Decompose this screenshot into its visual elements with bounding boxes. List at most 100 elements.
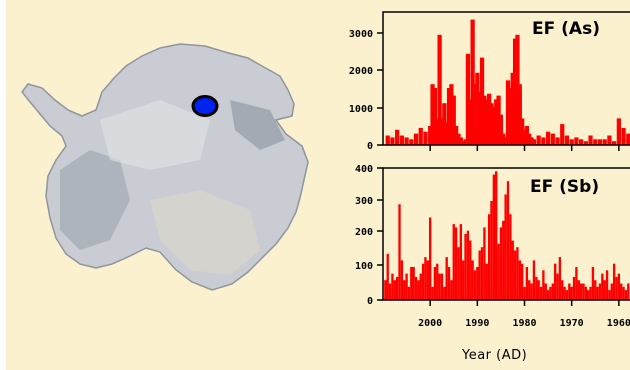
- bar-as: [465, 53, 471, 145]
- y-tick-label-as: 0: [367, 141, 373, 152]
- bar-as: [399, 135, 404, 145]
- bar-sb: [476, 267, 479, 300]
- bar-sb: [504, 194, 507, 300]
- bar-sb: [617, 273, 621, 300]
- bar-sb: [584, 286, 588, 300]
- bar-sb: [398, 204, 401, 300]
- bar-sb: [464, 234, 467, 300]
- bar-as: [555, 137, 560, 145]
- bar-as: [418, 127, 423, 145]
- bar-sb: [601, 273, 604, 300]
- bar-sb: [577, 280, 580, 300]
- bar-sb: [412, 267, 415, 300]
- bar-as: [524, 126, 529, 145]
- bar-as: [508, 88, 513, 145]
- bar-as: [489, 103, 494, 145]
- bar-sb: [459, 224, 463, 300]
- bar-as: [491, 107, 496, 145]
- bar-sb: [565, 290, 569, 300]
- bar-as: [597, 139, 603, 145]
- bar-as: [503, 137, 508, 145]
- bar-sb: [598, 283, 602, 300]
- panel-frame-sb: [382, 167, 630, 301]
- bar-sb: [509, 214, 512, 300]
- bar-sb: [589, 286, 592, 300]
- bar-as: [395, 129, 400, 145]
- bar-as: [442, 103, 447, 145]
- bar-as: [413, 133, 419, 145]
- bar-sb: [478, 250, 481, 300]
- bar-sb: [419, 273, 422, 300]
- bar-sb: [544, 283, 547, 300]
- bar-sb: [591, 267, 595, 300]
- bar-sb: [443, 286, 446, 300]
- bar-as: [444, 122, 449, 145]
- bar-sb: [499, 227, 503, 300]
- bar-as: [449, 84, 454, 145]
- bar-sb: [393, 280, 396, 300]
- x-tick-label: 1960: [607, 318, 630, 329]
- bar-as: [409, 139, 414, 145]
- series-label-as: EF (As): [532, 19, 600, 39]
- ice-shading-ridge: [100, 100, 210, 170]
- bar-sb: [469, 240, 472, 300]
- bar-as: [512, 38, 518, 145]
- bar-sb: [520, 263, 524, 300]
- bar-sb: [539, 286, 543, 300]
- y-tick-label-sb: 100: [355, 261, 373, 272]
- bar-sb: [480, 247, 484, 300]
- bar-as: [569, 139, 574, 145]
- bar-as: [545, 131, 551, 145]
- y-tick-label-as: 1000: [349, 104, 373, 115]
- bar-sb: [438, 273, 441, 300]
- bar-as: [439, 118, 445, 145]
- bar-sb: [492, 174, 496, 300]
- bar-sb: [452, 224, 455, 300]
- y-tick-label-sb: 300: [355, 196, 373, 207]
- bar-sb: [407, 286, 411, 300]
- bar-as: [390, 137, 395, 145]
- bar-as: [520, 118, 525, 145]
- x-axis-title: Year (AD): [461, 348, 527, 363]
- bar-as: [479, 57, 485, 145]
- bar-as: [531, 139, 537, 145]
- bar-sb: [620, 283, 623, 300]
- bar-sb: [587, 290, 590, 300]
- bar-as: [446, 88, 452, 145]
- y-tick-label-as: 3000: [349, 29, 373, 40]
- y-tick-label-sb: 200: [355, 227, 373, 238]
- bar-as: [517, 84, 522, 145]
- bar-sb: [405, 273, 408, 300]
- bar-sb: [454, 227, 458, 300]
- bar-as: [607, 135, 612, 145]
- bar-as: [536, 135, 541, 145]
- bar-as: [475, 72, 480, 145]
- bar-sb: [497, 243, 500, 300]
- ice-shading-south: [150, 190, 260, 275]
- bar-sb: [523, 286, 526, 300]
- bar-as: [564, 135, 570, 145]
- bar-sb: [462, 260, 465, 300]
- bar-as: [588, 135, 593, 145]
- bar-as: [468, 99, 473, 145]
- bar-as: [578, 139, 584, 145]
- bar-sb: [471, 260, 474, 300]
- bar-sb: [421, 263, 425, 300]
- bar-sb: [506, 181, 510, 300]
- y-ticks-sb: 0 100 200 300 400: [355, 164, 383, 307]
- bar-as: [484, 99, 489, 145]
- bar-sb: [596, 286, 599, 300]
- bar-as: [461, 141, 466, 145]
- bar-sb: [553, 263, 557, 300]
- bar-as: [494, 99, 499, 145]
- bar-sb: [627, 283, 630, 300]
- y-tick-label-as: 2000: [349, 66, 373, 77]
- bar-as: [626, 133, 630, 145]
- bar-as: [456, 133, 461, 145]
- bar-sb: [511, 240, 514, 300]
- bar-sb: [537, 280, 540, 300]
- bar-as: [451, 95, 456, 145]
- bar-as: [612, 141, 617, 145]
- bar-as: [437, 34, 442, 145]
